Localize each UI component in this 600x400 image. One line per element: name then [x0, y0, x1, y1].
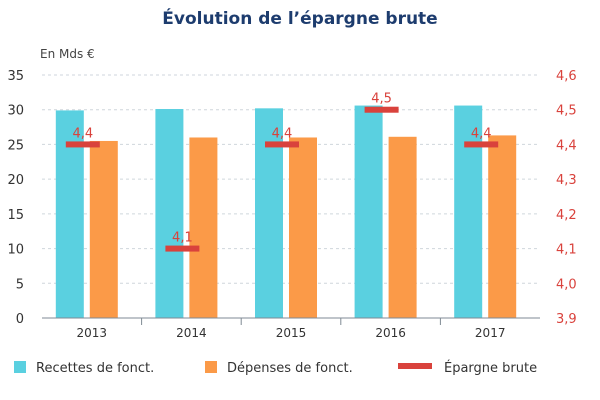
- bar-recettes: [354, 105, 383, 318]
- x-category-label: 2014: [176, 326, 207, 340]
- y-left-tick-label: 20: [7, 173, 24, 188]
- bar-recettes: [155, 109, 184, 319]
- y-right-tick-label: 3,9: [556, 312, 577, 327]
- x-category-label: 2017: [475, 326, 506, 340]
- legend-label: Épargne brute: [444, 360, 537, 376]
- bar-depenses: [388, 136, 417, 318]
- bar-depenses: [488, 135, 517, 318]
- axes: 0 5 10 15 20 25 30 35 3,9 4,0 4,1 4,2 4,3 4,4 4,5 4,6 20…: [7, 69, 576, 340]
- marker-epargne-label: 4,4: [471, 126, 492, 141]
- y-axis-unit-label: En Mds €: [40, 47, 95, 61]
- legend-swatch: [14, 361, 26, 373]
- bar-depenses: [189, 137, 218, 318]
- y-right-tick-label: 4,1: [556, 243, 577, 258]
- marker-epargne: [364, 106, 399, 113]
- marker-epargne-label: 4,4: [272, 126, 293, 141]
- legend-swatch: [398, 363, 432, 369]
- bar-depenses: [289, 137, 317, 318]
- bar-recettes: [454, 105, 483, 318]
- y-left-tick-label: 15: [7, 208, 24, 223]
- y-left-tick-label: 5: [16, 277, 24, 292]
- marker-epargne-label: 4,5: [371, 92, 392, 107]
- y-right-tick-label: 4,5: [556, 104, 577, 119]
- y-right-tick-label: 4,4: [556, 138, 577, 153]
- bars: 4,4 4,1 4,4 4,5 4,4: [55, 92, 517, 319]
- marker-epargne-label: 4,4: [72, 126, 93, 141]
- legend-swatch: [205, 361, 217, 373]
- y-left-tick-label: 25: [7, 138, 24, 153]
- marker-epargne: [65, 141, 100, 148]
- marker-epargne: [464, 141, 499, 148]
- y-right-tick-label: 4,0: [556, 277, 577, 292]
- y-left-tick-label: 0: [16, 312, 24, 327]
- bar-depenses: [89, 140, 118, 318]
- y-right-tick-label: 4,6: [556, 69, 577, 84]
- x-category-label: 2016: [375, 326, 406, 340]
- y-right-tick-label: 4,2: [556, 208, 577, 223]
- y-left-tick-label: 10: [7, 243, 24, 258]
- legend: Recettes de fonct. Dépenses de fonct. Épar…: [14, 360, 537, 376]
- x-category-label: 2015: [276, 326, 307, 340]
- chart-title: Évolution de l’épargne brute: [162, 7, 437, 29]
- marker-epargne: [265, 141, 299, 148]
- legend-label: Dépenses de fonct.: [227, 361, 353, 376]
- y-right-tick-label: 4,3: [556, 173, 577, 188]
- y-left-tick-label: 35: [7, 69, 24, 84]
- legend-label: Recettes de fonct.: [36, 361, 154, 376]
- x-category-label: 2013: [77, 326, 108, 340]
- marker-epargne-label: 4,1: [172, 231, 193, 246]
- y-left-tick-label: 30: [7, 104, 24, 119]
- marker-epargne: [165, 245, 200, 252]
